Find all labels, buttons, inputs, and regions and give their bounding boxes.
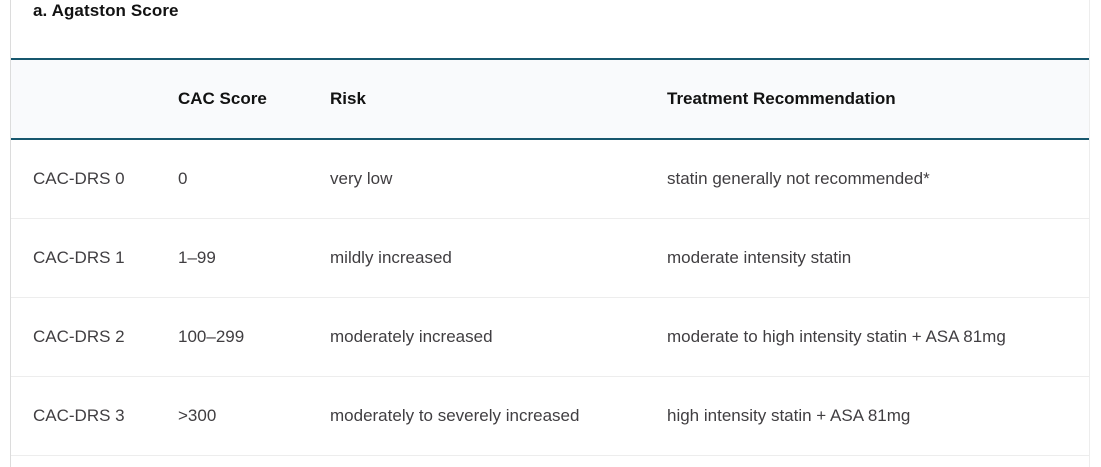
row-label: CAC-DRS 3 xyxy=(33,406,125,425)
cac-score-value: 1–99 xyxy=(178,248,216,267)
treatment-value: high intensity statin + ASA 81mg xyxy=(667,406,911,425)
column-header-cac-score: CAC Score xyxy=(178,89,267,108)
cac-score-value: 100–299 xyxy=(178,327,245,346)
table-row-cac-drs-0: CAC-DRS 0 0 very low statin generally no… xyxy=(11,140,1089,219)
column-header-treatment-recommendation: Treatment Recommendation xyxy=(667,89,896,108)
risk-value: moderately increased xyxy=(330,327,493,346)
row-label: CAC-DRS 0 xyxy=(33,169,125,188)
table-title: a. Agatston Score xyxy=(33,1,179,20)
risk-value: very low xyxy=(330,169,393,188)
treatment-value: moderate intensity statin xyxy=(667,248,852,267)
cac-score-value: 0 xyxy=(178,169,188,188)
risk-value: moderately to severely increased xyxy=(330,406,580,425)
table-row-cac-drs-2: CAC-DRS 2 100–299 moderately increased m… xyxy=(11,298,1089,377)
table-title-block: a. Agatston Score xyxy=(11,0,1089,60)
row-label: CAC-DRS 1 xyxy=(33,248,125,267)
row-label: CAC-DRS 2 xyxy=(33,327,125,346)
cac-score-value: >300 xyxy=(178,406,217,425)
column-header-risk: Risk xyxy=(330,89,366,108)
risk-value: mildly increased xyxy=(330,248,452,267)
table-row-cac-drs-3: CAC-DRS 3 >300 moderately to severely in… xyxy=(11,377,1089,456)
agatston-score-table: a. Agatston Score CAC Score Risk Treatme… xyxy=(10,0,1090,467)
table-row-cac-drs-1: CAC-DRS 1 1–99 mildly increased moderate… xyxy=(11,219,1089,298)
treatment-value: statin generally not recommended* xyxy=(667,169,930,188)
treatment-value: moderate to high intensity statin + ASA … xyxy=(667,327,1006,346)
table-header-row: CAC Score Risk Treatment Recommendation xyxy=(11,60,1089,140)
